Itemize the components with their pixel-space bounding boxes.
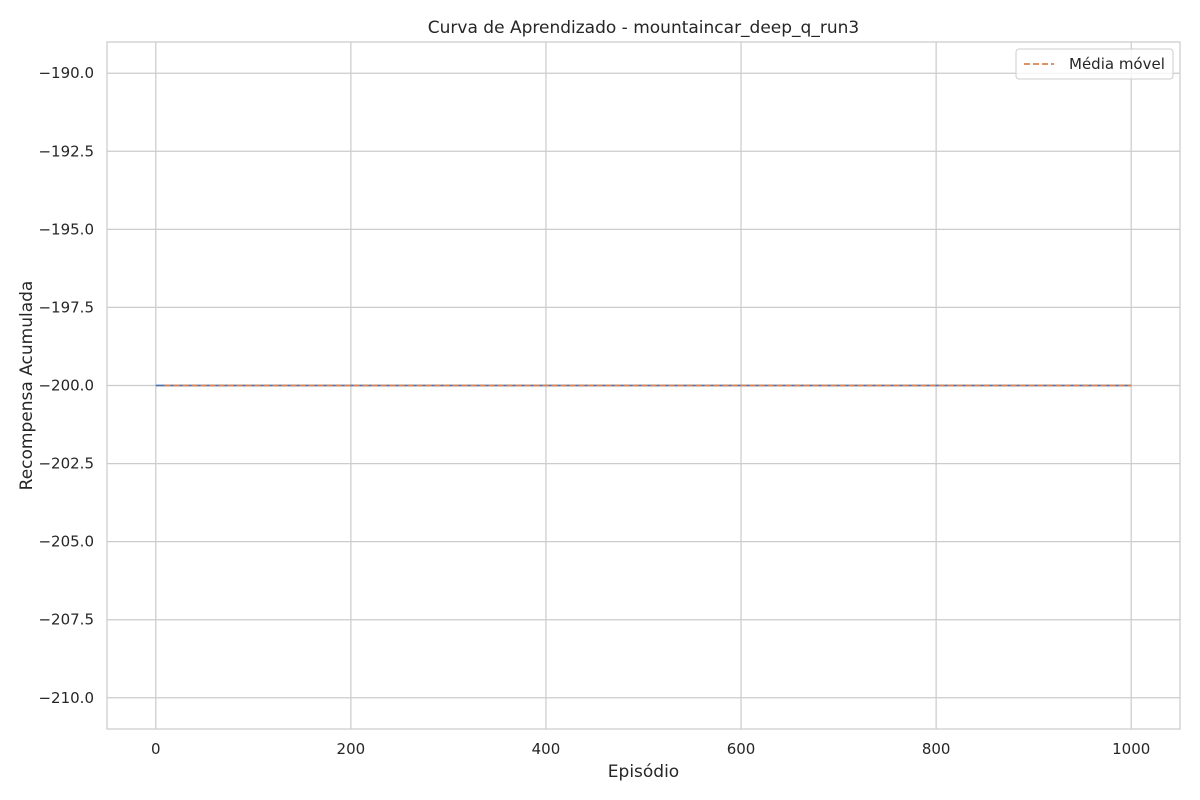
x-axis-label: Episódio	[608, 762, 679, 782]
x-tick-label: 1000	[1112, 740, 1150, 758]
chart-title: Curva de Aprendizado - mountaincar_deep_…	[428, 18, 859, 38]
y-tick-label: −197.5	[38, 298, 94, 316]
x-tick-label: 0	[151, 740, 161, 758]
legend-box	[1015, 48, 1174, 80]
x-tick-label: 800	[922, 740, 951, 758]
y-tick-label: −195.0	[38, 220, 94, 238]
x-tick-label: 600	[727, 740, 756, 758]
y-tick-label: −207.5	[38, 611, 94, 629]
legend-label-moving-average: Média móvel	[1069, 55, 1165, 73]
y-tick-label: −210.0	[38, 689, 94, 707]
plot-area-frame	[106, 41, 1181, 730]
y-tick-label: −192.5	[38, 142, 94, 160]
legend: Média móvel	[1015, 48, 1174, 80]
x-tick-label: 400	[532, 740, 561, 758]
y-tick-labels: −190.0 −192.5 −195.0 −197.5 −200.0 −202.5 −205…	[38, 64, 94, 707]
y-tick-label: −202.5	[38, 455, 94, 473]
y-tick-label: −200.0	[38, 377, 94, 395]
y-tick-label: −205.0	[38, 533, 94, 551]
y-tick-label: −190.0	[38, 64, 94, 82]
y-axis-label: Recompensa Acumulada	[17, 281, 37, 491]
x-tick-labels: 0 200 400 600 800 1000	[151, 740, 1150, 758]
x-tick-label: 200	[337, 740, 366, 758]
